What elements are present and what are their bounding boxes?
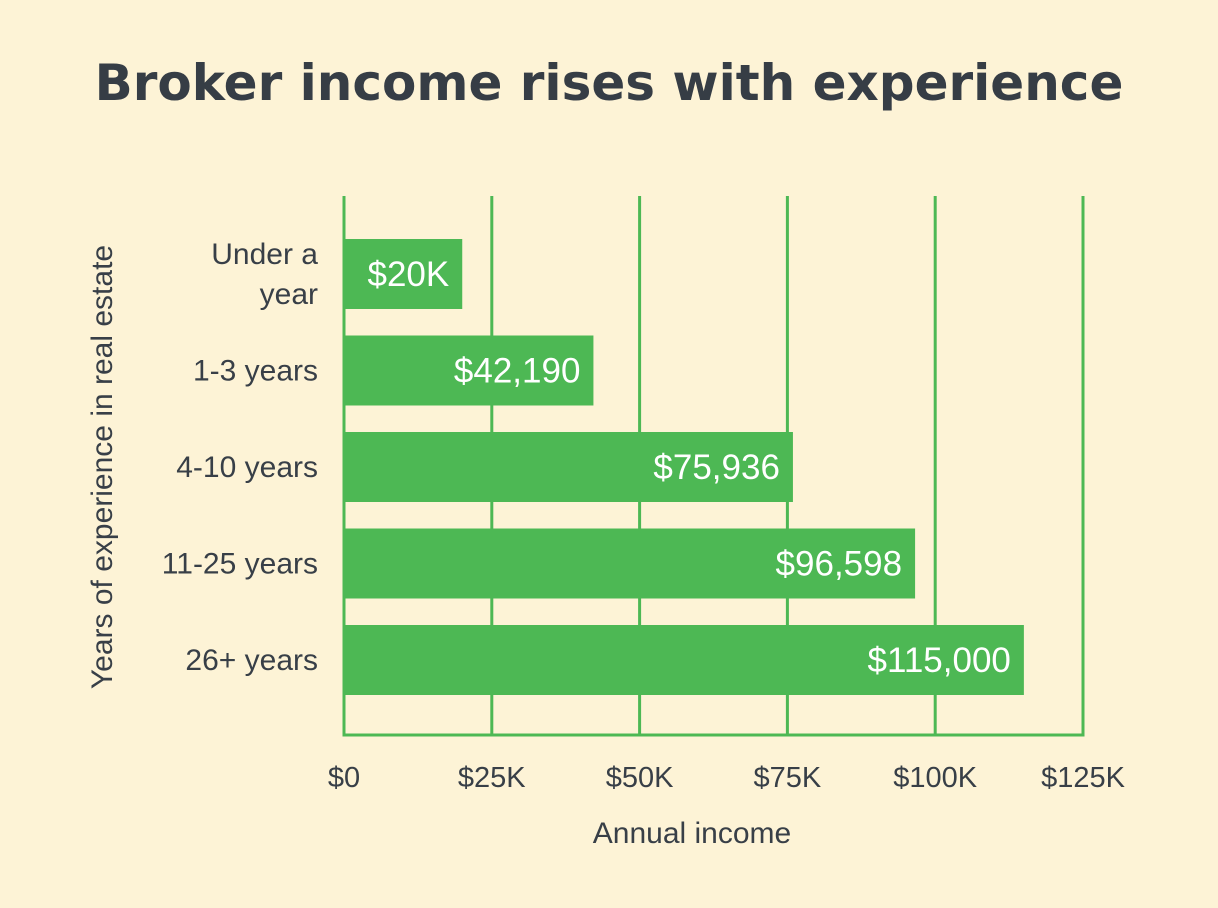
bars: $20K $42,190 $75,936 $96,598 $115,000 <box>344 239 1024 695</box>
x-tick-label-0: $0 <box>328 762 360 794</box>
category-label-3: 11-25 years <box>162 548 318 581</box>
category-label-4: 26+ years <box>185 644 318 677</box>
x-tick-label-4: $100K <box>893 762 978 794</box>
x-axis-title: Annual income <box>593 817 791 850</box>
category-label-0-line-0: Under a <box>211 238 318 271</box>
bar-value-label-1: $42,190 <box>454 352 581 391</box>
category-label-2: 4-10 years <box>176 451 318 484</box>
x-tick-label-1: $25K <box>458 762 526 794</box>
bar-1 <box>344 335 594 406</box>
category-label-0-line-1: year <box>260 278 318 311</box>
bar-3 <box>344 528 916 599</box>
grid-lines <box>342 196 1085 737</box>
bar-value-label-0: $20K <box>367 255 449 294</box>
bar-value-label-4: $115,000 <box>867 641 1010 680</box>
bar-4 <box>344 625 1024 695</box>
category-label-1: 1-3 years <box>193 355 318 388</box>
x-tick-label-5: $125K <box>1041 762 1126 794</box>
category-labels: Under a year 1-3 years 4-10 years 11-25 year… <box>162 238 319 677</box>
x-tick-label-3: $75K <box>754 762 822 794</box>
x-tick-label-2: $50K <box>606 762 674 794</box>
bar-0 <box>344 239 463 309</box>
bar-value-label-2: $75,936 <box>653 448 780 487</box>
bar-2 <box>344 432 793 502</box>
y-axis-title: Years of experience in real estate <box>86 245 119 689</box>
chart-title: Broker income rises with experience <box>95 54 1124 112</box>
bar-value-label-3: $96,598 <box>776 545 903 584</box>
x-tick-labels: $0 $25K $50K $75K $100K $125K <box>328 762 1126 794</box>
